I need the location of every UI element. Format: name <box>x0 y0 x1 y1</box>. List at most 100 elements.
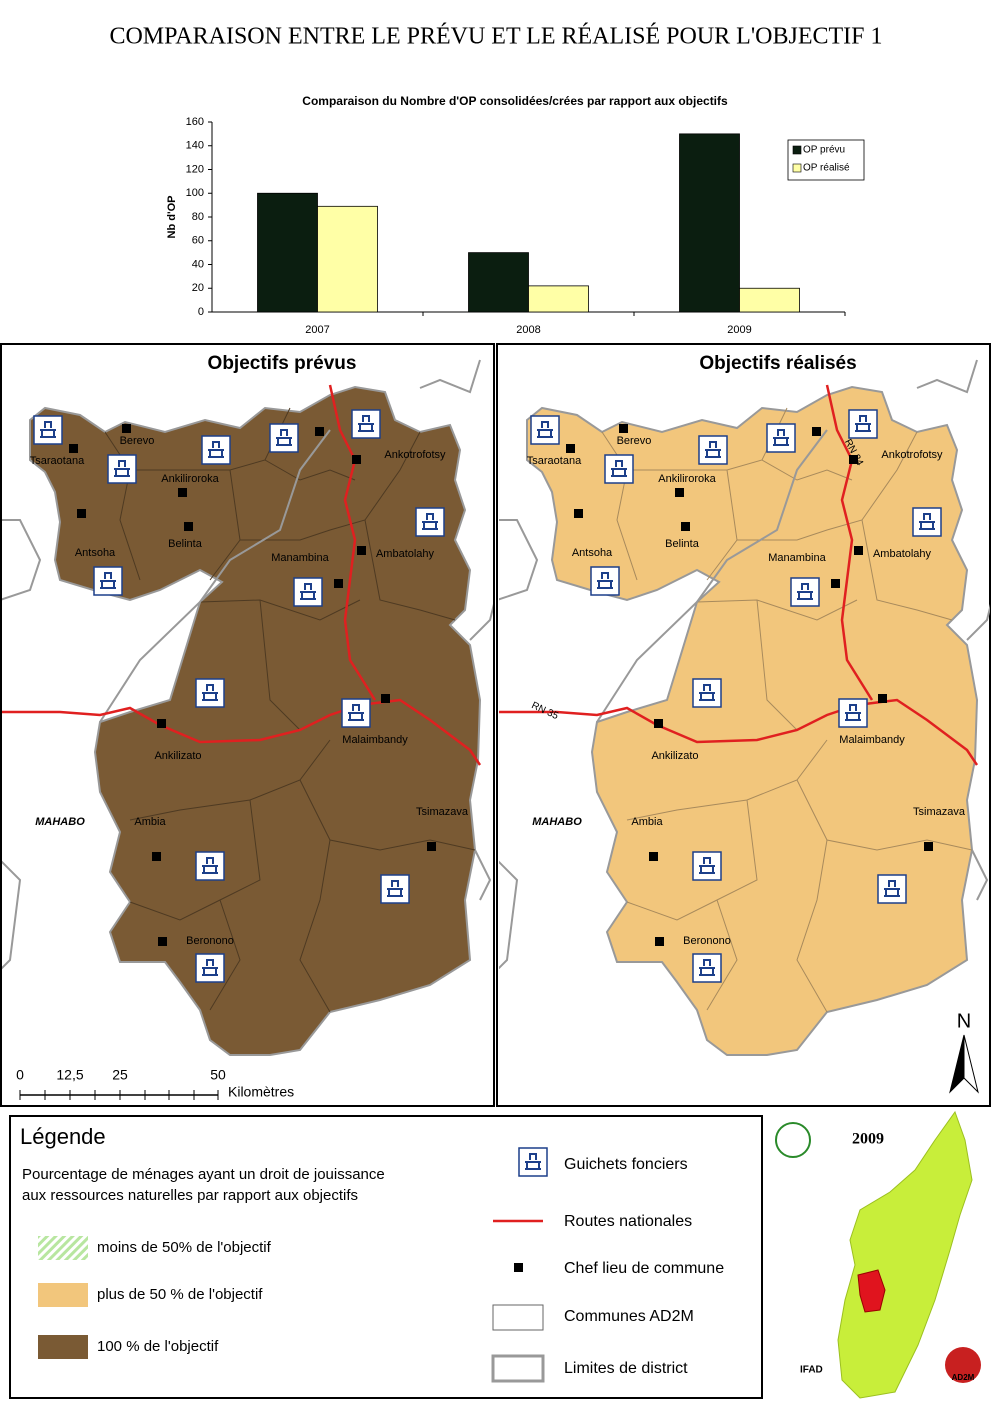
commune-seat <box>675 488 684 497</box>
legend-commune <box>492 1304 544 1331</box>
national-road <box>499 698 979 766</box>
district-limit <box>499 519 539 601</box>
commune-label: Manambina <box>271 552 329 564</box>
map-body <box>499 359 990 1056</box>
logo <box>945 1347 981 1383</box>
commune-label: Ankiliroroka <box>658 473 716 485</box>
commune-label: Ambatolahy <box>376 548 435 560</box>
project-location <box>857 1269 886 1313</box>
commune-label: Malaimbandy <box>839 734 905 746</box>
commune-label: Beronono <box>683 935 731 947</box>
guichet-icon-glyph <box>773 429 789 446</box>
legend-label: OP prévu <box>803 145 845 156</box>
y-tick-label: 60 <box>192 235 204 247</box>
legend-subtitle: Pourcentage de ménages ayant un droit de… <box>22 1166 385 1183</box>
district-limit <box>966 603 990 641</box>
bar-chart: Comparaison du Nombre d'OP consolidées/c… <box>166 94 865 336</box>
guichet-icon <box>195 953 225 983</box>
commune-limit <box>264 459 356 481</box>
guichet-icon-glyph <box>40 421 56 438</box>
guichet-icon-glyph <box>202 959 218 976</box>
y-tick-label: 140 <box>186 140 204 152</box>
commune-seat <box>854 546 863 555</box>
commune-limit <box>364 519 456 621</box>
legend: Légende Pourcentage de ménages ayant un d… <box>20 1124 724 1383</box>
guichet-icon-glyph <box>202 857 218 874</box>
bar <box>679 133 740 313</box>
guichet-icon-glyph <box>525 1153 541 1170</box>
legend-label: 100 % de l'objectif <box>97 1338 219 1355</box>
chart-legend <box>787 139 865 181</box>
commune-label: Tsimazava <box>913 806 966 818</box>
guichet-icon-glyph <box>348 704 364 721</box>
guichet-icon-glyph <box>276 429 292 446</box>
map-title: Objectifs réalisés <box>699 353 856 374</box>
guichet-icon-glyph <box>208 441 224 458</box>
scale-unit: Kilomètres <box>228 1084 294 1100</box>
legend-seat <box>514 1263 523 1272</box>
legend-label: plus de 50 % de l'objectif <box>97 1286 263 1303</box>
district-limit <box>474 849 492 901</box>
legend-swatch <box>38 1283 88 1307</box>
map: Objectifs réalisés Tsaraotana Berevo Ankili… <box>499 353 990 1094</box>
guichet-icon-glyph <box>114 460 130 477</box>
guichet-icon-glyph <box>705 441 721 458</box>
x-tick-label: 2009 <box>727 324 751 336</box>
commune-limit <box>706 899 738 1011</box>
commune-limit <box>696 599 858 621</box>
inset-year: 2009 <box>852 1131 884 1148</box>
legend-swatch <box>792 145 802 155</box>
commune-limit <box>299 779 476 851</box>
commune-seat <box>878 694 887 703</box>
madagascar <box>837 1110 973 1399</box>
commune-seat <box>122 424 131 433</box>
legend-label: OP réalisé <box>803 163 850 174</box>
commune-label: Ankotrofotsy <box>881 449 943 461</box>
commune-label: Antsoha <box>572 547 613 559</box>
bar <box>317 205 378 313</box>
guichet-icon <box>380 874 410 904</box>
district-limit <box>2 519 42 601</box>
commune-limit <box>240 431 421 541</box>
commune-limit <box>119 469 141 581</box>
commune-seat <box>654 719 663 728</box>
north-arrow <box>949 1034 965 1094</box>
commune-seat <box>427 842 436 851</box>
logo-text: IFAD <box>800 1365 823 1376</box>
district-label: MAHABO <box>35 816 85 828</box>
commune-seat <box>152 852 161 861</box>
y-tick-label: 80 <box>192 211 204 223</box>
guichet-icon-glyph <box>387 880 403 897</box>
north-label: N <box>957 1010 971 1032</box>
legend-swatch <box>38 1236 88 1260</box>
commune-seat <box>574 509 583 518</box>
logo <box>775 1122 811 1158</box>
legend-label: moins de 50% de l'objectif <box>97 1239 272 1256</box>
commune-limit <box>796 779 973 851</box>
national-road <box>328 384 377 701</box>
commune-limit <box>199 599 361 621</box>
page-title: COMPARAISON ENTRE LE PRÉVU ET LE RÉALISÉ… <box>109 24 882 50</box>
commune-seat <box>619 424 628 433</box>
commune-seat <box>381 694 390 703</box>
y-axis-label: Nb d'OP <box>166 196 178 239</box>
commune-limit <box>259 599 301 731</box>
commune-label: Tsaraotana <box>527 455 582 467</box>
legend-district <box>491 1354 545 1383</box>
bar <box>257 192 318 313</box>
commune-seat <box>69 444 78 453</box>
y-tick-label: 160 <box>186 116 204 128</box>
district-limit <box>971 849 989 901</box>
legend-label: Guichets fonciers <box>564 1156 688 1173</box>
district-limit <box>99 429 331 723</box>
commune-seat <box>812 427 821 436</box>
guichet-icon-glyph <box>699 959 715 976</box>
x-tick-label: 2008 <box>516 324 540 336</box>
scale-label: 0 <box>16 1067 24 1083</box>
legend-frame <box>9 1115 763 1399</box>
commune-limit <box>737 431 918 541</box>
commune-seat <box>184 522 193 531</box>
map-body <box>2 359 493 1056</box>
commune-seat <box>352 455 361 464</box>
